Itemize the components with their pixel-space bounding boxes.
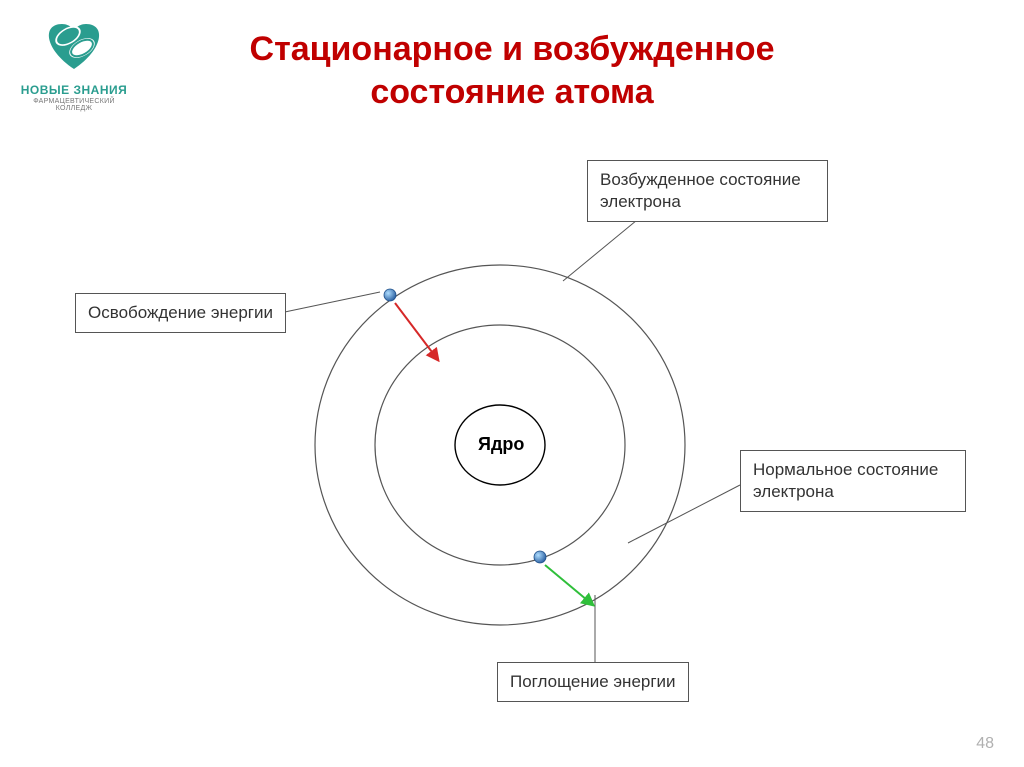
label-excited-text: Возбужденное состояниеэлектрона — [600, 170, 801, 211]
title-line-2: состояние атома — [370, 73, 653, 111]
label-normal: Нормальное состояниеэлектрона — [740, 450, 966, 512]
nucleus-label: Ядро — [478, 434, 524, 455]
ground-electron — [534, 551, 546, 563]
atom-diagram: Ядро Возбужденное состояниеэлектрона Осв… — [0, 150, 1024, 710]
label-excited: Возбужденное состояниеэлектрона — [587, 160, 828, 222]
page-title: Стационарное и возбужденное состояние ат… — [0, 28, 1024, 113]
callout-release — [280, 292, 380, 313]
absorb-arrow — [545, 565, 593, 605]
page-number: 48 — [976, 735, 994, 753]
atom-svg — [0, 150, 1024, 710]
callout-normal — [628, 485, 740, 543]
release-arrow — [395, 303, 438, 360]
title-line-1: Стационарное и возбужденное — [250, 30, 775, 68]
label-normal-text: Нормальное состояниеэлектрона — [753, 460, 938, 501]
label-absorb: Поглощение энергии — [497, 662, 689, 702]
label-absorb-text: Поглощение энергии — [510, 672, 676, 691]
label-release-text: Освобождение энергии — [88, 303, 273, 322]
label-release: Освобождение энергии — [75, 293, 286, 333]
excited-electron — [384, 289, 396, 301]
